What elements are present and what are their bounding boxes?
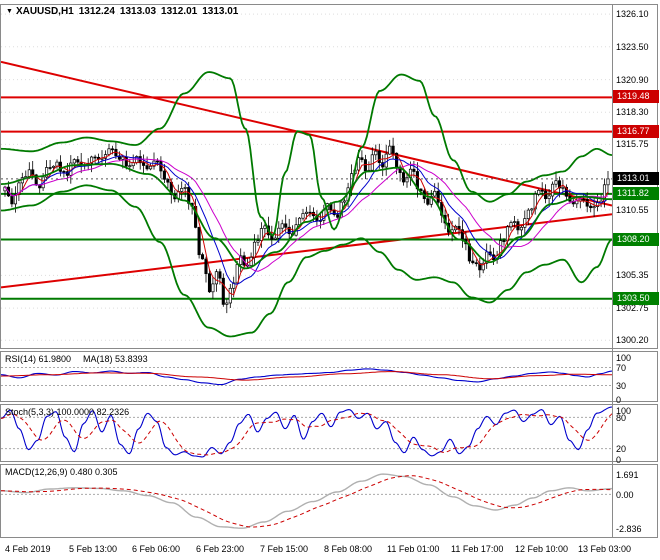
time-axis-label: 12 Feb 10:00	[515, 544, 569, 554]
macd-line	[1, 473, 612, 529]
time-axis-label: 6 Feb 23:00	[196, 544, 245, 554]
price-scale-label: 1323.50	[616, 42, 649, 52]
time-axis-label: 5 Feb 13:00	[69, 544, 118, 554]
price-badge-resistance: 1316.77	[613, 125, 659, 138]
price-scale-label: 1305.35	[616, 270, 649, 280]
stoch-scale-label: 20	[616, 444, 627, 454]
price-scale-label: 1310.55	[616, 205, 649, 215]
price-badge-current: 1313.01	[613, 172, 659, 185]
stoch-scale-label: 80	[616, 413, 627, 423]
ma-mid-line	[4, 155, 609, 285]
main-chart-panel[interactable]	[0, 4, 658, 349]
bollinger-middle-line	[1, 162, 612, 270]
price-badge-support: 1308.20	[613, 233, 659, 246]
time-axis-label: 13 Feb 03:00	[578, 544, 632, 554]
macd-panel[interactable]: MACD(12,26,9) 0.480 0.305	[0, 464, 658, 538]
macd-label: MACD(12,26,9) 0.480 0.305	[5, 467, 118, 477]
rsi-ma-value-label: MA(18) 53.8393	[83, 354, 148, 364]
macd-scale-label: -2.836	[616, 524, 642, 534]
bollinger-lower-line	[1, 184, 612, 338]
time-axis-label: 7 Feb 15:00	[260, 544, 309, 554]
price-badge-resistance: 1319.48	[613, 90, 659, 103]
price-scale-label: 1320.90	[616, 75, 649, 85]
macd-signal-line	[1, 475, 612, 528]
main-chart-plot[interactable]	[1, 5, 612, 348]
time-axis-label: 11 Feb 17:00	[451, 544, 504, 554]
time-axis-label: 8 Feb 08:00	[324, 544, 373, 554]
stoch-k-line	[1, 406, 612, 458]
ohlc-low: 1312.01	[161, 6, 198, 17]
stoch-scale-label: 100	[616, 406, 632, 416]
ohlc-high: 1313.03	[119, 6, 157, 17]
price-scale-label: 1318.30	[616, 107, 649, 117]
symbol-dropdown-icon[interactable]: ▼	[6, 8, 13, 15]
bollinger-upper-line	[1, 71, 612, 238]
symbol-timeframe-label: XAUUSD,H1	[15, 6, 74, 17]
rsi-scale-label: 0	[616, 395, 622, 405]
rsi-panel[interactable]: RSI(14) 61.9800 MA(18) 53.8393	[0, 351, 658, 402]
price-scale-label: 1326.10	[616, 9, 649, 19]
price-axis-line	[612, 4, 613, 538]
price-scale-label: 1315.75	[616, 139, 649, 149]
time-axis-label: 6 Feb 06:00	[132, 544, 181, 554]
rsi-scale-label: 100	[616, 353, 632, 363]
rsi-scale-label: 70	[616, 363, 627, 373]
ma-fast-line	[4, 151, 609, 296]
rsi-scale-label: 30	[616, 381, 627, 391]
rsi-value-label: RSI(14) 61.9800	[5, 354, 72, 364]
time-axis-label: 11 Feb 01:00	[387, 544, 440, 554]
stochastic-label: Stoch(5,3,3) 100.0000 82.2326	[5, 407, 129, 417]
macd-scale-label: 0.00	[616, 490, 634, 500]
price-badge-support: 1311.82	[613, 187, 659, 200]
macd-scale-label: 1.691	[616, 470, 639, 480]
price-scale-label: 1302.75	[616, 303, 649, 313]
stoch-scale-label: 0	[616, 455, 622, 465]
chart-title: ▼ XAUUSD,H1 1312.24 1313.03 1312.01 1313.01	[6, 6, 243, 17]
rsi-label: RSI(14) 61.9800 MA(18) 53.8393	[5, 354, 148, 364]
price-badge-support: 1303.50	[613, 292, 659, 305]
rsi-ma-line	[1, 371, 612, 381]
ohlc-close: 1313.01	[202, 6, 239, 17]
rsi-plot[interactable]	[1, 352, 612, 401]
macd-value-label: MACD(12,26,9) 0.480 0.305	[5, 467, 118, 477]
ohlc-open: 1312.24	[78, 6, 115, 17]
rsi-line	[1, 368, 612, 386]
stochastic-value-label: Stoch(5,3,3) 100.0000 82.2326	[5, 407, 130, 417]
time-axis-label: 4 Feb 2019	[5, 544, 51, 554]
macd-plot[interactable]	[1, 465, 612, 537]
price-scale-label: 1300.20	[616, 335, 649, 345]
stochastic-panel[interactable]: Stoch(5,3,3) 100.0000 82.2326	[0, 404, 658, 462]
stochastic-plot[interactable]	[1, 405, 612, 461]
